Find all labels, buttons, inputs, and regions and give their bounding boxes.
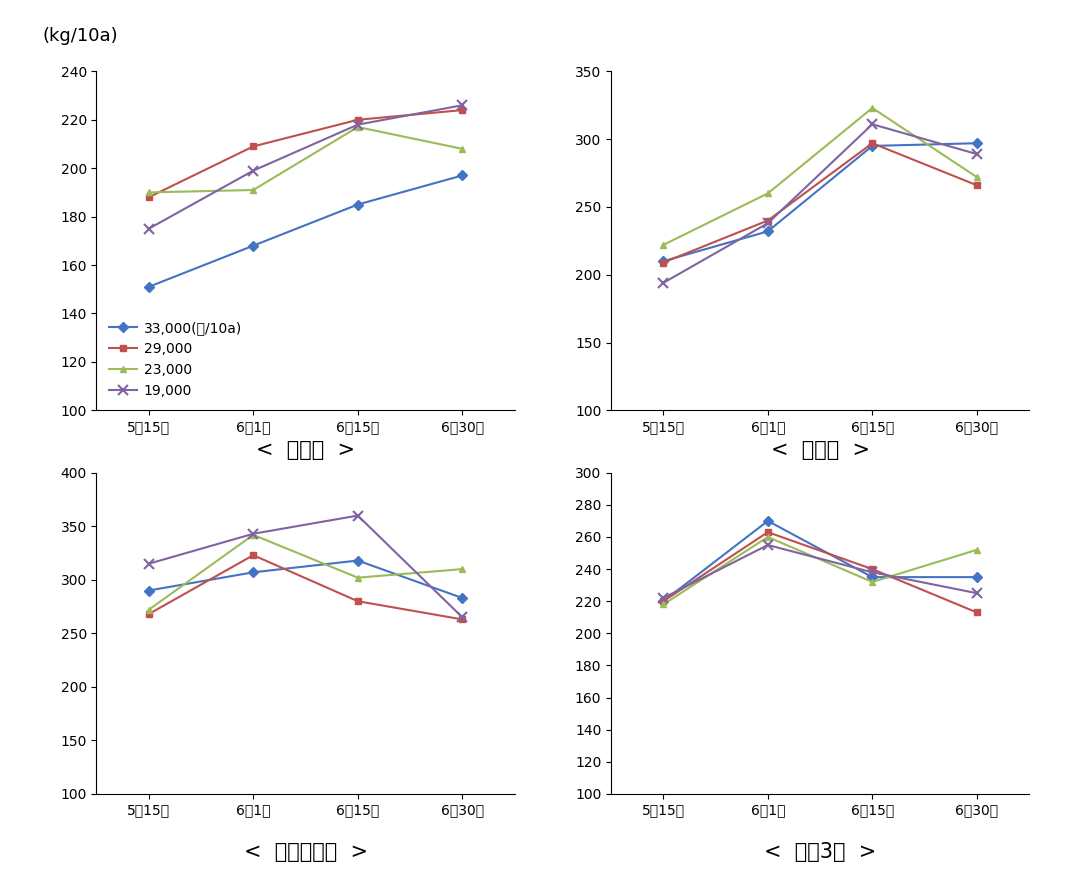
29,000 bbox=[761, 527, 774, 538]
33,000(본/10a) bbox=[970, 572, 983, 582]
Line: 29,000: 29,000 bbox=[660, 529, 980, 615]
33,000(본/10a) bbox=[143, 585, 155, 596]
19,000 bbox=[866, 567, 879, 578]
33,000(본/10a) bbox=[456, 170, 468, 181]
19,000 bbox=[866, 119, 879, 129]
29,000 bbox=[970, 180, 983, 191]
29,000 bbox=[657, 257, 670, 268]
29,000 bbox=[456, 104, 468, 115]
23,000 bbox=[866, 576, 879, 587]
33,000(본/10a) bbox=[761, 516, 774, 526]
33,000(본/10a) bbox=[352, 199, 364, 210]
33,000(본/10a) bbox=[866, 141, 879, 152]
Text: <  청자3호  >: < 청자3호 > bbox=[764, 842, 876, 862]
19,000 bbox=[761, 218, 774, 228]
Text: <  새올콩  >: < 새올콩 > bbox=[256, 441, 355, 460]
Line: 23,000: 23,000 bbox=[660, 533, 980, 607]
23,000 bbox=[761, 188, 774, 199]
Legend: 33,000(본/10a), 29,000, 23,000, 19,000: 33,000(본/10a), 29,000, 23,000, 19,000 bbox=[103, 316, 248, 403]
23,000 bbox=[657, 240, 670, 251]
Line: 19,000: 19,000 bbox=[144, 101, 467, 234]
33,000(본/10a) bbox=[143, 282, 155, 293]
Text: (kg/10a): (kg/10a) bbox=[43, 27, 119, 45]
33,000(본/10a) bbox=[247, 240, 259, 251]
29,000 bbox=[970, 607, 983, 618]
23,000 bbox=[352, 573, 364, 583]
Line: 23,000: 23,000 bbox=[660, 104, 980, 248]
29,000 bbox=[247, 141, 259, 152]
Line: 19,000: 19,000 bbox=[658, 120, 982, 288]
Line: 33,000(본/10a): 33,000(본/10a) bbox=[660, 140, 980, 265]
33,000(본/10a) bbox=[657, 596, 670, 607]
23,000 bbox=[970, 544, 983, 555]
29,000 bbox=[761, 215, 774, 226]
23,000 bbox=[143, 605, 155, 615]
29,000 bbox=[352, 114, 364, 125]
29,000 bbox=[143, 192, 155, 202]
Line: 23,000: 23,000 bbox=[146, 532, 465, 613]
Text: <  태광콩  >: < 태광콩 > bbox=[771, 441, 869, 460]
29,000 bbox=[247, 549, 259, 560]
29,000 bbox=[352, 596, 364, 607]
19,000 bbox=[143, 558, 155, 569]
19,000 bbox=[247, 165, 259, 176]
19,000 bbox=[761, 540, 774, 550]
23,000 bbox=[456, 564, 468, 574]
19,000 bbox=[143, 223, 155, 234]
33,000(본/10a) bbox=[970, 138, 983, 149]
19,000 bbox=[352, 120, 364, 130]
29,000 bbox=[866, 564, 879, 574]
23,000 bbox=[657, 599, 670, 610]
33,000(본/10a) bbox=[657, 256, 670, 267]
19,000 bbox=[456, 612, 468, 623]
23,000 bbox=[761, 532, 774, 542]
Line: 33,000(본/10a): 33,000(본/10a) bbox=[146, 558, 465, 601]
19,000 bbox=[456, 100, 468, 111]
19,000 bbox=[247, 528, 259, 539]
29,000 bbox=[143, 608, 155, 619]
33,000(본/10a) bbox=[247, 567, 259, 578]
33,000(본/10a) bbox=[456, 592, 468, 603]
33,000(본/10a) bbox=[761, 226, 774, 236]
33,000(본/10a) bbox=[352, 555, 364, 566]
23,000 bbox=[456, 144, 468, 154]
Line: 23,000: 23,000 bbox=[146, 124, 465, 196]
19,000 bbox=[352, 510, 364, 521]
Line: 29,000: 29,000 bbox=[146, 107, 465, 201]
23,000 bbox=[247, 530, 259, 541]
Line: 33,000(본/10a): 33,000(본/10a) bbox=[660, 517, 980, 605]
23,000 bbox=[352, 121, 364, 132]
23,000 bbox=[970, 172, 983, 183]
Line: 19,000: 19,000 bbox=[658, 541, 982, 603]
Line: 19,000: 19,000 bbox=[144, 511, 467, 622]
29,000 bbox=[657, 596, 670, 607]
19,000 bbox=[970, 149, 983, 160]
29,000 bbox=[456, 614, 468, 624]
Line: 33,000(본/10a): 33,000(본/10a) bbox=[146, 172, 465, 290]
23,000 bbox=[247, 185, 259, 195]
Text: <  풍산나물콩  >: < 풍산나물콩 > bbox=[243, 842, 368, 862]
Line: 29,000: 29,000 bbox=[660, 140, 980, 266]
29,000 bbox=[866, 138, 879, 149]
19,000 bbox=[657, 277, 670, 288]
19,000 bbox=[657, 592, 670, 603]
33,000(본/10a) bbox=[866, 572, 879, 582]
Line: 29,000: 29,000 bbox=[146, 552, 465, 623]
23,000 bbox=[866, 103, 879, 113]
23,000 bbox=[143, 187, 155, 198]
19,000 bbox=[970, 588, 983, 599]
